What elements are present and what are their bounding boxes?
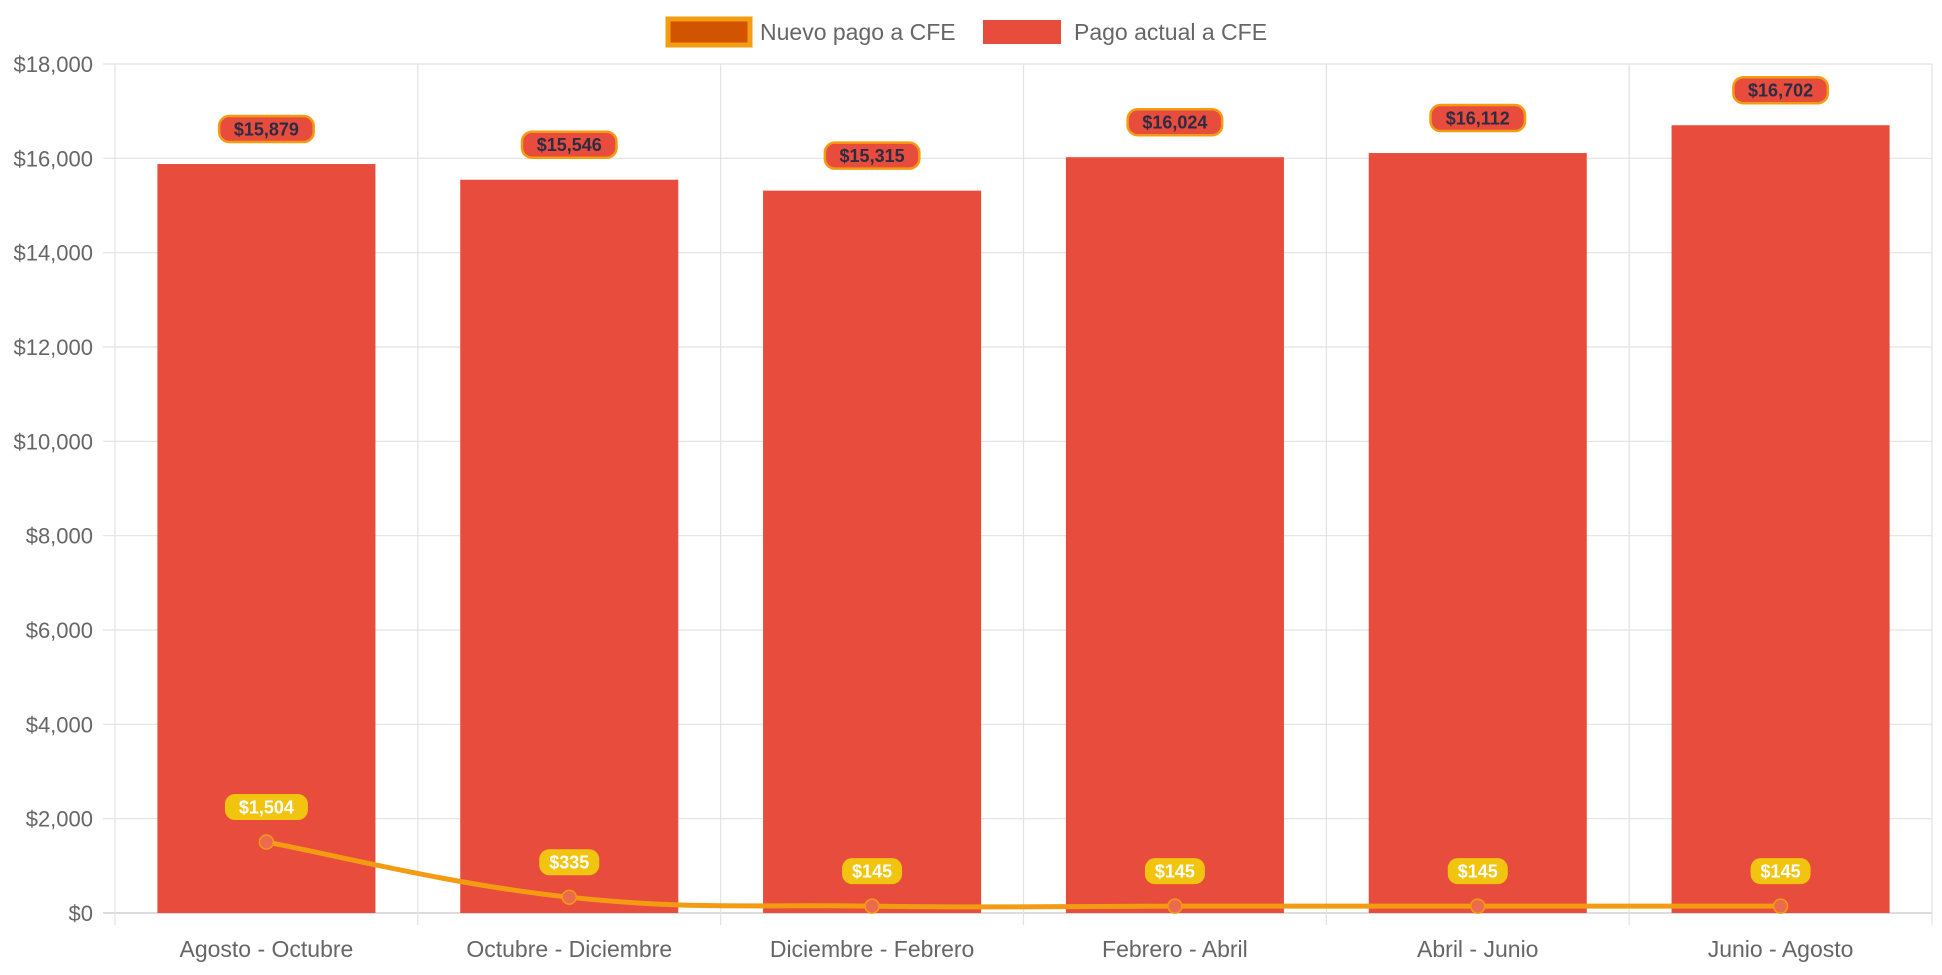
line-value-label-text: $145 <box>852 862 892 882</box>
bar-value-label-text: $16,024 <box>1142 113 1207 133</box>
legend-swatch-nuevo-pago <box>668 19 750 45</box>
line-point <box>258 834 275 850</box>
line-series <box>258 834 1789 914</box>
bar <box>460 179 679 913</box>
legend-item-nuevo-pago[interactable]: Nuevo pago a CFE <box>665 16 956 48</box>
y-tick-label: $12,000 <box>13 335 93 360</box>
legend-label-nuevo-pago: Nuevo pago a CFE <box>760 19 956 45</box>
axes: $0 $2,000 $4,000 $6,000 $8,000 $10,000 $12,000… <box>13 52 1853 962</box>
x-tick-label: Febrero - Abril <box>1102 936 1248 962</box>
bar-value-label: $16,702 <box>1732 75 1830 105</box>
x-tick-label: Junio - Agosto <box>1708 936 1854 962</box>
line-point <box>561 889 577 905</box>
line-value-label: $1,504 <box>224 794 308 821</box>
line-value-label-text: $335 <box>549 853 589 873</box>
y-tick-label: $18,000 <box>13 52 93 77</box>
grid <box>103 63 1933 925</box>
line-value-label-text: $1,504 <box>239 798 294 818</box>
line-value-label-bg <box>1750 858 1811 885</box>
line-point <box>1167 898 1183 914</box>
y-tick-label: $14,000 <box>13 241 93 266</box>
x-tick-label: Octubre - Diciembre <box>466 936 672 962</box>
line-value-label-text: $145 <box>1458 862 1498 882</box>
line-value-label: $145 <box>1447 858 1508 885</box>
x-tick-label: Diciembre - Febrero <box>770 936 975 962</box>
bar <box>763 190 982 913</box>
bar-value-label: $16,024 <box>1126 107 1224 137</box>
bar-value-label: $15,546 <box>520 130 618 159</box>
line-value-label-bg <box>842 858 903 885</box>
y-tick-label: $6,000 <box>26 618 93 643</box>
bar-value-label: $15,879 <box>217 114 315 144</box>
bar <box>157 164 376 913</box>
bar-value-label: $16,112 <box>1429 103 1527 133</box>
bar-value-label-text: $16,702 <box>1748 81 1813 101</box>
y-tick-label: $2,000 <box>26 807 93 832</box>
bar-value-label-bg <box>520 130 618 159</box>
line-value-label: $335 <box>539 849 600 876</box>
x-tick-label: Agosto - Octubre <box>179 936 353 962</box>
line-point <box>864 898 880 914</box>
bar-value-label-text: $16,112 <box>1446 109 1510 129</box>
y-tick-label: $4,000 <box>26 712 93 737</box>
legend-item-pago-actual[interactable]: Pago actual a CFE <box>983 19 1267 45</box>
bar <box>1368 153 1587 913</box>
line-value-label-bg <box>1144 858 1205 885</box>
bar-series <box>157 125 1890 913</box>
y-tick-label: $0 <box>69 901 93 926</box>
line-value-label-text: $145 <box>1761 862 1801 882</box>
bar <box>1065 157 1284 913</box>
line-value-label: $145 <box>1750 858 1811 885</box>
line-point <box>1470 898 1486 914</box>
line-value-label-text: $145 <box>1155 862 1195 882</box>
bar-value-label-bg <box>823 141 921 170</box>
y-tick-label: $16,000 <box>13 146 93 171</box>
bar-value-label-text: $15,315 <box>840 146 905 166</box>
data-labels: $15,879 $15,546 $15,315 $16,024 $16,112 $16,7… <box>217 75 1830 885</box>
line-path <box>263 839 1784 910</box>
bar-value-label-bg <box>1429 103 1527 133</box>
bar-value-label: $15,315 <box>823 141 921 170</box>
bar <box>1671 125 1890 913</box>
bar-value-label-text: $15,546 <box>537 135 602 155</box>
line-point <box>1772 898 1789 914</box>
legend-swatch-pago-actual <box>983 20 1061 44</box>
line-value-label-bg <box>1447 858 1508 885</box>
y-tick-label: $8,000 <box>26 524 93 549</box>
line-value-label-bg <box>539 849 600 876</box>
bar-value-label-bg <box>1732 75 1830 105</box>
line-value-label: $145 <box>842 858 903 885</box>
bar-value-label-bg <box>217 114 315 144</box>
legend-label-pago-actual: Pago actual a CFE <box>1074 19 1267 45</box>
x-tick-label: Abril - Junio <box>1417 936 1538 962</box>
bar-value-label-bg <box>1126 107 1224 137</box>
line-value-label: $145 <box>1144 858 1205 885</box>
y-tick-label: $10,000 <box>13 429 93 454</box>
legend-swatch-nuevo-pago-border <box>665 16 753 48</box>
legend: Nuevo pago a CFE Pago actual a CFE <box>665 16 1267 48</box>
bar-value-label-text: $15,879 <box>234 120 299 140</box>
line-value-label-bg <box>224 794 308 821</box>
